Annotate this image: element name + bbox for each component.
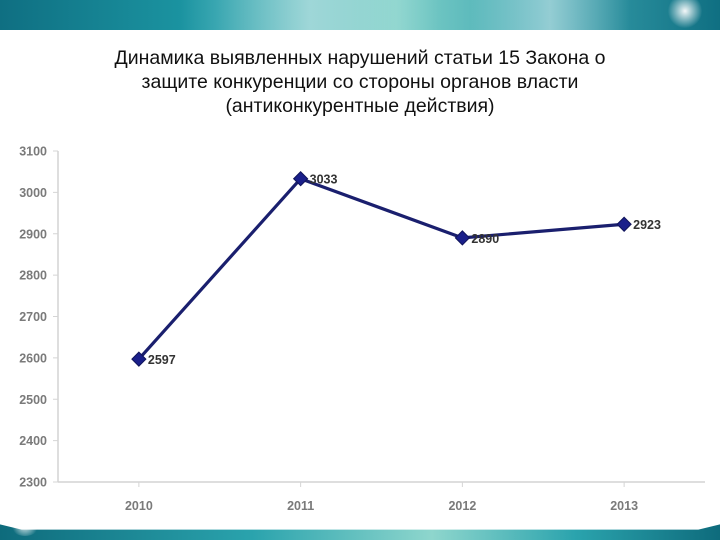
banner-shine	[470, 0, 630, 30]
data-label: 2923	[633, 218, 661, 232]
bottom-banner-mask	[0, 514, 720, 530]
chart-axes	[53, 150, 705, 487]
chart-series	[131, 171, 632, 367]
y-tick-label: 2900	[19, 227, 47, 241]
banner-glow	[668, 0, 702, 28]
y-tick-label: 2400	[19, 434, 47, 448]
y-tick-label: 2800	[19, 269, 47, 283]
chart-data-labels: 2597 3033 2890 2923	[148, 173, 661, 367]
data-point-marker	[616, 216, 632, 232]
data-label: 3033	[310, 173, 338, 187]
data-point-marker	[454, 230, 471, 246]
x-tick-label: 2011	[287, 499, 314, 513]
data-point-marker	[131, 351, 147, 367]
y-tick-label: 2700	[19, 310, 47, 324]
y-tick-label: 2600	[19, 351, 47, 365]
y-tick-label: 3100	[19, 145, 47, 159]
x-tick-label: 2012	[448, 499, 476, 513]
slide-title: Динамика выявленных нарушений статьи 15 …	[114, 47, 606, 117]
chart-tick-labels: 2300 2400 2500 2600 2700 2800 2900 3000 3100 2010…	[19, 145, 638, 514]
x-tick-label: 2013	[610, 499, 638, 513]
data-label: 2597	[148, 353, 176, 367]
y-tick-label: 2300	[19, 476, 47, 490]
bottom-banner-glow	[10, 514, 40, 536]
banner-shine	[180, 0, 440, 30]
series-line	[137, 177, 625, 361]
data-label: 2890	[471, 232, 499, 246]
y-tick-label: 3000	[19, 186, 47, 200]
top-decorative-banner	[0, 0, 720, 30]
y-tick-label: 2500	[19, 393, 47, 407]
x-tick-label: 2010	[125, 499, 153, 513]
data-point-marker	[292, 171, 309, 187]
